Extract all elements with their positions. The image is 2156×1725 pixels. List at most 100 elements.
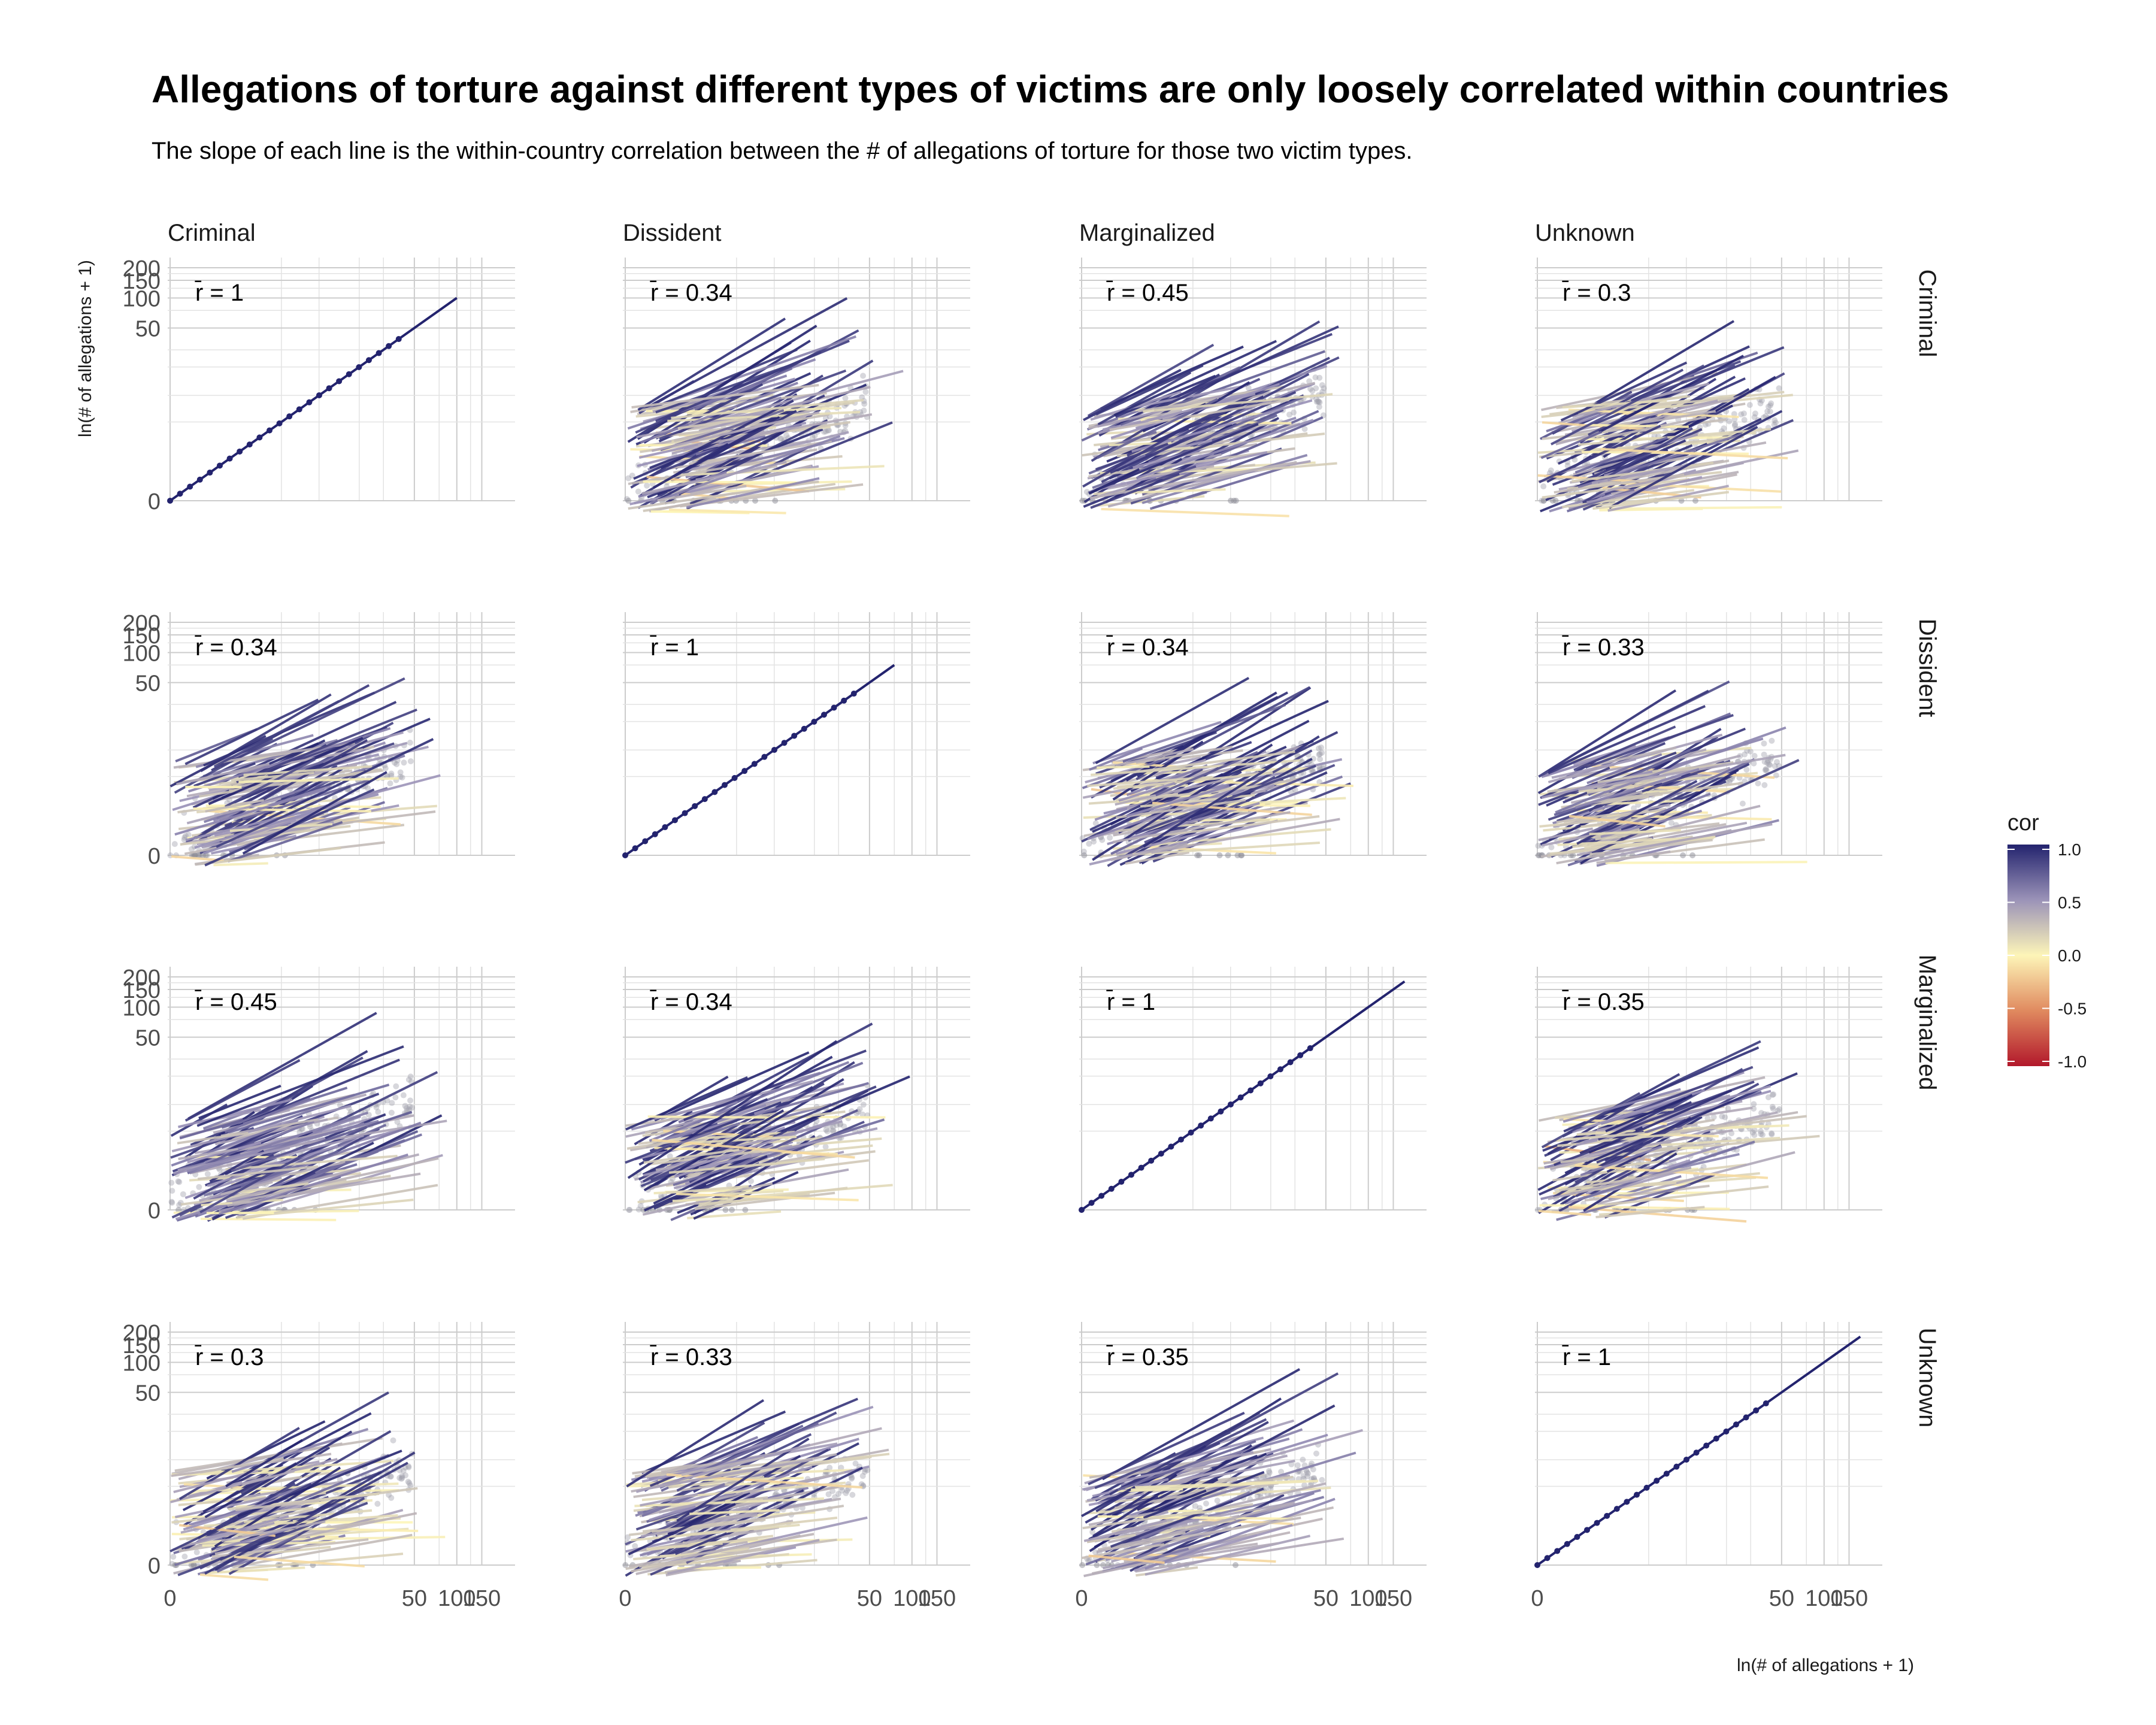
point bbox=[1752, 410, 1758, 417]
point bbox=[1100, 1562, 1106, 1568]
country-line bbox=[677, 417, 747, 430]
point bbox=[1216, 852, 1223, 858]
country-line bbox=[1585, 713, 1734, 769]
country-line bbox=[1127, 1552, 1276, 1563]
point bbox=[387, 1473, 394, 1480]
point bbox=[1310, 1475, 1317, 1481]
country-line bbox=[670, 1487, 764, 1512]
country-line bbox=[1109, 1412, 1261, 1496]
point bbox=[386, 343, 392, 349]
point bbox=[1761, 751, 1767, 758]
country-line bbox=[186, 797, 281, 825]
country-line bbox=[1089, 747, 1143, 771]
point bbox=[860, 1101, 867, 1108]
point bbox=[1194, 852, 1201, 858]
point bbox=[1758, 1131, 1764, 1137]
country-line bbox=[649, 435, 841, 504]
country-line bbox=[668, 1158, 825, 1174]
point bbox=[226, 455, 233, 462]
country-line bbox=[1541, 757, 1600, 779]
country-line bbox=[627, 341, 792, 443]
country-line bbox=[1601, 447, 1788, 459]
country-line bbox=[1131, 1451, 1254, 1480]
point bbox=[1548, 467, 1554, 474]
country-line bbox=[177, 1502, 368, 1576]
country-line bbox=[676, 1193, 859, 1202]
point bbox=[741, 768, 748, 774]
country-line bbox=[1558, 748, 1725, 780]
country-line bbox=[1604, 1118, 1686, 1162]
point bbox=[1306, 378, 1313, 385]
point bbox=[625, 475, 632, 482]
point bbox=[1540, 498, 1547, 504]
country-line bbox=[1610, 368, 1684, 410]
point bbox=[635, 488, 641, 495]
point bbox=[237, 448, 243, 455]
x-tick-label: 0 bbox=[1531, 1586, 1543, 1611]
country-line bbox=[1573, 725, 1676, 771]
country-line bbox=[202, 1475, 270, 1513]
country-line bbox=[1131, 1479, 1319, 1491]
point bbox=[1098, 1193, 1105, 1199]
country-line bbox=[1589, 423, 1689, 428]
legend-title: cor bbox=[2007, 810, 2039, 836]
point bbox=[849, 1475, 855, 1482]
country-line bbox=[219, 1534, 274, 1561]
point bbox=[171, 841, 178, 848]
facet-row-label: Marginalized bbox=[1914, 955, 1940, 1091]
point bbox=[1316, 374, 1323, 381]
country-line bbox=[1083, 1520, 1167, 1542]
country-line bbox=[631, 383, 819, 409]
point bbox=[1319, 1476, 1325, 1483]
country-line bbox=[1105, 1516, 1301, 1551]
country-line bbox=[683, 1049, 867, 1121]
country-line bbox=[1572, 382, 1710, 418]
country-line bbox=[243, 765, 373, 776]
country-line bbox=[237, 1182, 308, 1194]
point bbox=[1624, 1499, 1630, 1505]
y-tick-label: 50 bbox=[135, 1381, 161, 1406]
country-line bbox=[649, 1061, 850, 1142]
country-line bbox=[1572, 837, 1653, 848]
country-line bbox=[1589, 459, 1730, 488]
country-line bbox=[1150, 381, 1250, 441]
point bbox=[1583, 1527, 1590, 1533]
point bbox=[1301, 426, 1308, 432]
country-line bbox=[1109, 398, 1289, 431]
point bbox=[1300, 1456, 1306, 1463]
panel-criminal-unknown: r̄ = 0.3 bbox=[1535, 258, 1882, 513]
point bbox=[862, 389, 869, 395]
mean-r-label: r̄ = 0.45 bbox=[195, 989, 277, 1015]
country-line bbox=[643, 480, 797, 484]
point bbox=[409, 1104, 416, 1111]
point bbox=[742, 1207, 749, 1213]
point bbox=[1118, 1179, 1125, 1185]
country-line bbox=[647, 1115, 774, 1119]
point bbox=[1312, 374, 1319, 381]
x-tick-label: 150 bbox=[918, 1586, 956, 1611]
country-line bbox=[655, 1482, 786, 1537]
point bbox=[1286, 411, 1293, 418]
country-line bbox=[652, 1139, 855, 1159]
country-line bbox=[1131, 750, 1295, 774]
point bbox=[1751, 760, 1757, 767]
point bbox=[407, 739, 413, 746]
chart-title: Allegations of torture against different… bbox=[152, 68, 1949, 111]
country-line bbox=[216, 1527, 289, 1551]
country-line bbox=[1087, 343, 1215, 417]
point bbox=[406, 1480, 413, 1487]
point bbox=[286, 413, 293, 420]
country-line bbox=[1143, 1470, 1265, 1519]
point bbox=[1148, 1157, 1155, 1164]
point bbox=[859, 1473, 866, 1479]
x-tick-label: 100 bbox=[1805, 1586, 1843, 1611]
country-line bbox=[632, 1462, 707, 1475]
country-line bbox=[224, 1097, 311, 1133]
point bbox=[1770, 1106, 1776, 1112]
country-line bbox=[667, 1539, 820, 1575]
point bbox=[1192, 1503, 1199, 1509]
country-line bbox=[1577, 428, 1772, 446]
y-tick-label: 100 bbox=[123, 995, 161, 1021]
point bbox=[1218, 1108, 1224, 1115]
country-line bbox=[1555, 394, 1743, 446]
